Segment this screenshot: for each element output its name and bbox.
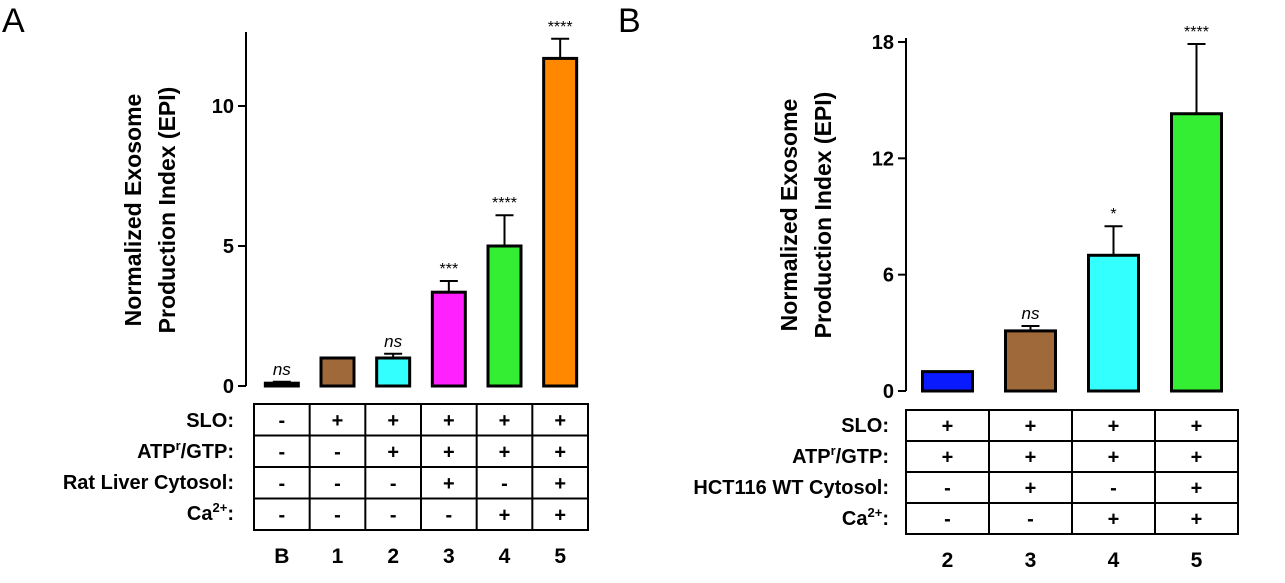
panel-a-table-cell: + xyxy=(554,441,566,463)
panel-b-letter: B xyxy=(618,2,641,40)
panel-a-plot: 0 5 10 ns B 1 ns 2 *** 3 **** 4 **** 5 - + + + + + - - + + + + - - -… xyxy=(212,19,589,568)
panel-b-significance-label: ns xyxy=(1022,304,1040,323)
panel-a-y-tick-label: 10 xyxy=(212,96,234,118)
panel-a-bar xyxy=(375,356,412,388)
panel-a-table-cell: + xyxy=(554,504,566,526)
panel-a-table-cell: + xyxy=(554,410,566,432)
panel-b-bar xyxy=(1004,329,1057,393)
panel-a-y-tick-label: 5 xyxy=(223,236,234,258)
panel-b-category-label: 4 xyxy=(1108,549,1120,572)
panel-b-row-label-slo: SLO: xyxy=(841,415,889,437)
panel-a-ylabel-line2: Production Index (EPI) xyxy=(154,87,180,334)
panel-a-table-cell: + xyxy=(387,410,399,432)
panel-a-significance-label: ns xyxy=(273,360,291,379)
panel-a-category-label: 4 xyxy=(499,545,511,568)
panel-b-table-cell: + xyxy=(942,447,954,469)
panel-b-table-cell: - xyxy=(1110,478,1117,500)
panel-b-table-cell: - xyxy=(1027,509,1034,531)
panel-a-table-cell: + xyxy=(554,473,566,495)
panel-a-table-cell: - xyxy=(334,504,341,526)
panel-b-category-label: 5 xyxy=(1191,549,1203,572)
panel-b-row-label-atp: ATPr/GTP: xyxy=(792,443,889,468)
panel-b-y-tick-label: 6 xyxy=(883,265,894,287)
panel-b-table-cell: + xyxy=(1108,447,1120,469)
panel-a-bar xyxy=(542,56,579,388)
panel-a-table-cell: - xyxy=(334,441,341,463)
panel-b-table-cell: + xyxy=(1025,447,1037,469)
panel-a-table-cell: - xyxy=(501,473,508,495)
panel-a-table-cell: + xyxy=(499,441,511,463)
panel-a-category-label: B xyxy=(274,545,289,568)
panel-a-bar xyxy=(486,244,523,388)
panel-a-ylabel-line1: Normalized Exosome xyxy=(120,94,146,327)
panel-b-table-cell: + xyxy=(1108,509,1120,531)
panel-b-bar xyxy=(1170,112,1223,393)
panel-b-category-label: 3 xyxy=(1025,549,1037,572)
panel-a-category-label: 2 xyxy=(387,545,399,568)
panel-a-table-cell: - xyxy=(390,504,397,526)
panel-a-category-label: 1 xyxy=(332,545,344,568)
panel-a-table-cell: - xyxy=(278,441,285,463)
panel-a-table-cell: + xyxy=(443,441,455,463)
panel-a-bar xyxy=(263,381,300,388)
panel-b-significance-label: * xyxy=(1110,206,1116,223)
panel-a-table-cell: - xyxy=(334,473,341,495)
panel-a-table-cell: + xyxy=(499,410,511,432)
panel-a-significance-label: *** xyxy=(439,261,458,278)
panel-b-ylabel-line1: Normalized Exosome xyxy=(776,99,802,332)
panel-b-y-tick-label: 12 xyxy=(872,148,894,170)
panel-b-table-cell: + xyxy=(1191,416,1203,438)
panel-b-table-cell: + xyxy=(1108,416,1120,438)
panel-b-y-tick-label: 0 xyxy=(883,381,894,403)
panel-a-row-label-cytosol: Rat Liver Cytosol: xyxy=(63,472,234,494)
panel-b-plot: 0 6 12 18 2 ns 3 * 4 **** 5 + + + + + + + + - + - + - - + + xyxy=(872,24,1239,572)
panel-b-table-cell: + xyxy=(1191,509,1203,531)
panel-b-table-cell: + xyxy=(1191,447,1203,469)
panel-a-bar xyxy=(319,356,356,388)
panel-b-table-cell: + xyxy=(942,416,954,438)
panel-b-y-tick-label: 18 xyxy=(872,32,894,54)
panel-b-bar xyxy=(1087,253,1140,393)
panel-a-significance-label: ns xyxy=(384,332,402,351)
panel-a-category-label: 5 xyxy=(554,545,566,568)
panel-b-bar xyxy=(921,370,974,393)
panel-b-row-label-ca: Ca2+: xyxy=(842,505,889,530)
panel-b-significance-label: **** xyxy=(1184,24,1209,41)
panel-a-row-label-atp: ATPr/GTP: xyxy=(137,438,234,463)
panel-b-table-cell: + xyxy=(1025,478,1037,500)
panel-a-y-tick-label: 0 xyxy=(223,376,234,398)
panel-b-category-label: 2 xyxy=(942,549,954,572)
panel-b-row-label-cytosol: HCT116 WT Cytosol: xyxy=(693,477,889,499)
panel-a-table-cell: - xyxy=(278,410,285,432)
panel-a-significance-label: **** xyxy=(492,195,517,212)
panel-a-letter: A xyxy=(2,2,25,40)
panel-a-row-label-ca: Ca2+: xyxy=(187,500,234,525)
panel-a-table-cell: - xyxy=(445,504,452,526)
panel-b-table-cell: + xyxy=(1025,416,1037,438)
panel-a-table-cell: + xyxy=(443,473,455,495)
panel-a-table-cell: - xyxy=(278,473,285,495)
panel-a-bar xyxy=(430,290,467,388)
panel-a-row-label-slo: SLO: xyxy=(186,410,234,432)
panel-b-table-cell: - xyxy=(944,509,951,531)
panel-b-table-cell: - xyxy=(944,478,951,500)
panel-a-significance-label: **** xyxy=(548,19,573,36)
panel-b-table-cell: + xyxy=(1191,478,1203,500)
panel-a-table-cell: - xyxy=(278,504,285,526)
panel-a-table-cell: + xyxy=(443,410,455,432)
panel-a-table-cell: - xyxy=(390,473,397,495)
panel-a-table-cell: + xyxy=(332,410,344,432)
panel-b-ylabel-line2: Production Index (EPI) xyxy=(810,92,836,339)
panel-a-table-cell: + xyxy=(499,504,511,526)
panel-a-table-cell: + xyxy=(387,441,399,463)
panel-a-category-label: 3 xyxy=(443,545,455,568)
